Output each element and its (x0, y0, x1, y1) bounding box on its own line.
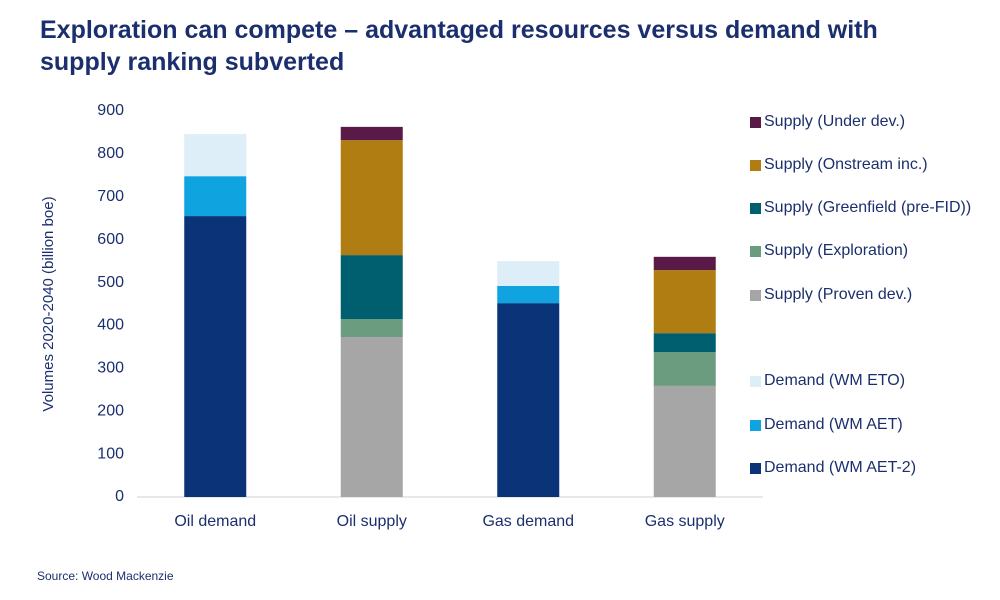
bar-segment (497, 303, 560, 497)
bar-segment (653, 385, 716, 497)
legend-swatch (750, 376, 761, 387)
source-note: Source: Wood Mackenzie (37, 569, 174, 583)
legend-label: Supply (Greenfield (pre-FID)) (764, 199, 972, 216)
y-tick-label: 100 (97, 445, 124, 462)
bar-segment (497, 285, 560, 304)
y-axis-title: Volumes 2020-2040 (billion boe) (40, 196, 57, 411)
y-tick-label: 800 (97, 145, 124, 162)
bar-segment (653, 270, 716, 334)
legend-swatch (750, 246, 761, 257)
y-tick-label: 500 (97, 274, 124, 291)
bar-segment (340, 337, 403, 497)
bar-segment (184, 176, 247, 217)
y-tick-label: 200 (97, 402, 124, 419)
legend-swatch (750, 160, 761, 171)
bar-segment (340, 255, 403, 320)
bar-segment (653, 352, 716, 386)
legend-label: Supply (Under dev.) (764, 113, 906, 130)
legend-label: Supply (Onstream inc.) (764, 156, 928, 173)
bar-segment (653, 333, 716, 353)
x-tick-label: Oil supply (337, 513, 407, 530)
legend-swatch (750, 290, 761, 301)
chart-title: Exploration can compete – advantaged res… (40, 16, 878, 76)
legend-label: Supply (Exploration) (764, 242, 909, 259)
y-tick-label: 900 (97, 102, 124, 119)
x-tick-label: Oil demand (174, 513, 256, 530)
bar-segment (340, 140, 403, 256)
y-tick-label: 600 (97, 231, 124, 248)
legend-label: Demand (WM AET) (764, 416, 903, 433)
bar-segment (653, 256, 716, 271)
legend-label: Demand (WM AET-2) (764, 459, 917, 476)
legend-label: Supply (Proven dev.) (764, 286, 913, 303)
bar-segment (184, 216, 247, 498)
y-tick-label: 300 (97, 360, 124, 377)
y-tick-label: 700 (97, 188, 124, 205)
bar-segment (340, 319, 403, 338)
legend-label: Demand (WM ETO) (764, 372, 906, 389)
legend-swatch (750, 203, 761, 214)
bar-segment (184, 134, 247, 177)
y-tick-label: 0 (115, 488, 124, 505)
bar-segment (497, 261, 560, 286)
bar-segment (340, 126, 403, 141)
y-tick-label: 400 (97, 317, 124, 334)
x-tick-label: Gas demand (482, 513, 574, 530)
legend-swatch (750, 117, 761, 128)
legend-swatch (750, 420, 761, 431)
x-tick-label: Gas supply (645, 513, 725, 530)
legend-swatch (750, 463, 761, 474)
